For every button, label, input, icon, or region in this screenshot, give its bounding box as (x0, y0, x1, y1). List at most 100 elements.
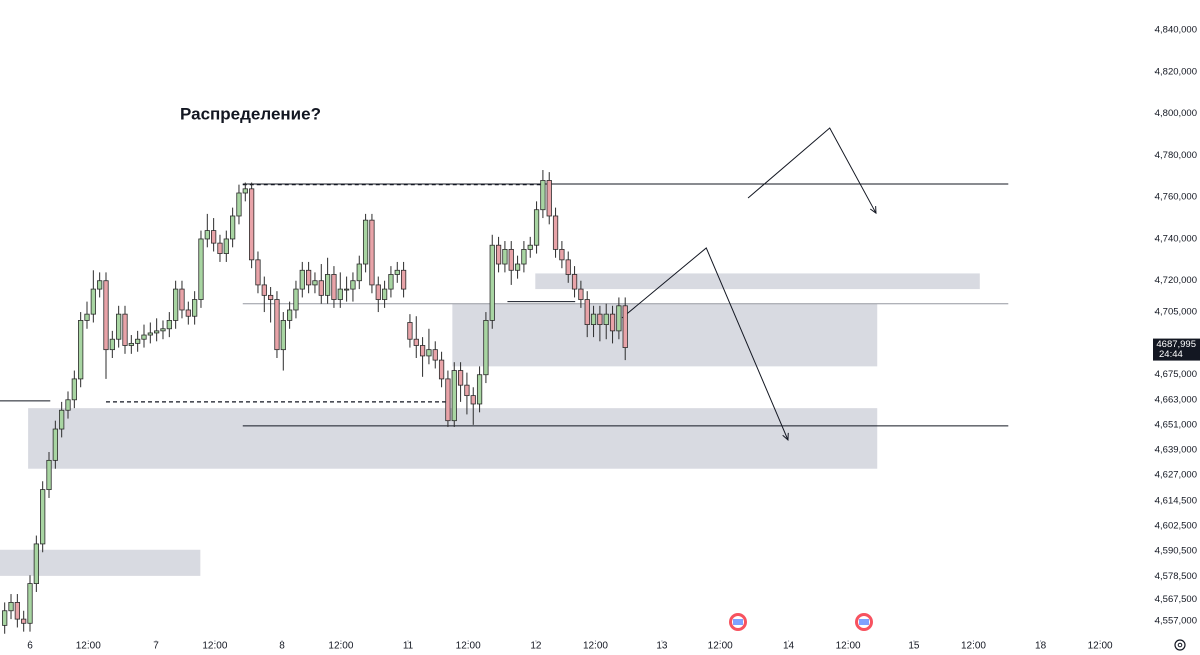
candle-body (622, 305, 628, 348)
candle-body (293, 288, 299, 311)
y-tick-label: 4,800,000 (1155, 108, 1197, 119)
y-tick-label: 4,567,500 (1155, 594, 1197, 605)
x-tick-label: 12:00 (456, 641, 481, 652)
candle-body (204, 230, 210, 240)
y-tick-label: 4,780,000 (1155, 150, 1197, 161)
candle-body (179, 288, 185, 311)
x-tick-label: 6 (27, 641, 33, 652)
candle-body (84, 313, 90, 321)
settings-gear[interactable] (1174, 639, 1186, 651)
x-tick-label: 12:00 (76, 641, 101, 652)
candle-body (527, 244, 533, 250)
candle-body (432, 349, 438, 361)
x-tick-label: 12:00 (961, 641, 986, 652)
candle-body (565, 259, 571, 275)
candle-body (609, 313, 616, 332)
candle-body (274, 299, 280, 351)
candles (2, 170, 628, 634)
candle-body (217, 242, 223, 254)
candle-body (413, 338, 419, 346)
candle-body (242, 188, 248, 194)
candle-body (400, 269, 407, 290)
candle-body (381, 288, 388, 300)
candle-body (502, 248, 508, 265)
candle-body (508, 248, 514, 271)
arrow-head (782, 432, 789, 441)
y-tick-label: 4,578,500 (1155, 571, 1197, 582)
candle-body (299, 269, 305, 290)
y-tick-label: 4,760,000 (1155, 192, 1197, 203)
candle-body (464, 384, 470, 397)
candle-body (438, 359, 445, 380)
candle-body (2, 610, 8, 626)
candle-body (46, 459, 52, 491)
x-tick-label: 12:00 (708, 641, 733, 652)
candle-body (21, 618, 27, 624)
candle-body (318, 280, 324, 296)
settings-icon[interactable] (1174, 639, 1186, 651)
candle-body (394, 269, 400, 275)
candle-body (97, 280, 103, 290)
candle-body (457, 370, 464, 386)
candle-body (407, 322, 413, 340)
candle-body (356, 263, 362, 282)
x-tick-label: 12:00 (583, 641, 608, 652)
candle-body (33, 543, 39, 585)
candle-body (343, 288, 350, 291)
drawings (0, 127, 1009, 441)
chart-title: Распределение? (180, 104, 321, 123)
candle-body (128, 342, 134, 346)
event-icon[interactable] (855, 613, 873, 631)
x-tick-label: 12:00 (1088, 641, 1113, 652)
candle-body (312, 280, 318, 286)
candle-body (337, 288, 343, 300)
x-tick-label: 12 (530, 641, 542, 652)
candle-body (147, 332, 153, 336)
candle-body (451, 370, 457, 422)
candle-body (78, 320, 84, 380)
candle-body (375, 284, 381, 300)
candle-body (135, 338, 141, 344)
zone (0, 549, 201, 576)
price-tag (1153, 338, 1200, 361)
y-tick-label: 4,840,000 (1155, 25, 1197, 36)
candle-body (445, 378, 451, 422)
candle-body (533, 209, 540, 246)
candle-body (255, 259, 261, 286)
y-tick-label: 4,602,500 (1155, 521, 1197, 532)
candle-body (103, 280, 109, 351)
event-icon[interactable] (729, 613, 747, 631)
candle-body (597, 313, 603, 325)
arrow-path (747, 127, 877, 214)
axes: 4,840,000 4,820,000 4,800,000 4,780,000 4,76… (27, 25, 1200, 652)
candle-body (388, 274, 394, 290)
zone (452, 303, 878, 367)
candle-body (369, 219, 375, 286)
candle-body (546, 180, 552, 217)
y-tick-label: 4,675,000 (1155, 369, 1197, 380)
y-tick-label: 4,820,000 (1155, 66, 1197, 77)
arrow-head (869, 206, 877, 215)
y-tick-label: 4,557,000 (1155, 616, 1197, 627)
candle-body (8, 602, 14, 612)
candle-body (116, 313, 122, 340)
candle-body (362, 219, 369, 265)
candle-body (59, 409, 65, 430)
y-tick-label: 4,663,000 (1155, 394, 1197, 405)
x-tick-label: 7 (153, 641, 159, 652)
y-tick-label: 4,740,000 (1155, 233, 1197, 244)
candle-body (27, 583, 33, 624)
candle-body (90, 288, 96, 315)
candle-body (616, 305, 622, 332)
x-tick-label: 13 (656, 641, 668, 652)
x-tick-label: 8 (279, 641, 285, 652)
candle-body (71, 378, 77, 401)
y-tick-label: 4,639,000 (1155, 444, 1197, 455)
x-tick-label: 12:00 (202, 641, 227, 652)
zones (0, 273, 980, 576)
x-tick-label: 14 (783, 641, 795, 652)
candle-body (521, 248, 527, 265)
candle-body (287, 309, 293, 321)
candle-body (230, 215, 236, 240)
